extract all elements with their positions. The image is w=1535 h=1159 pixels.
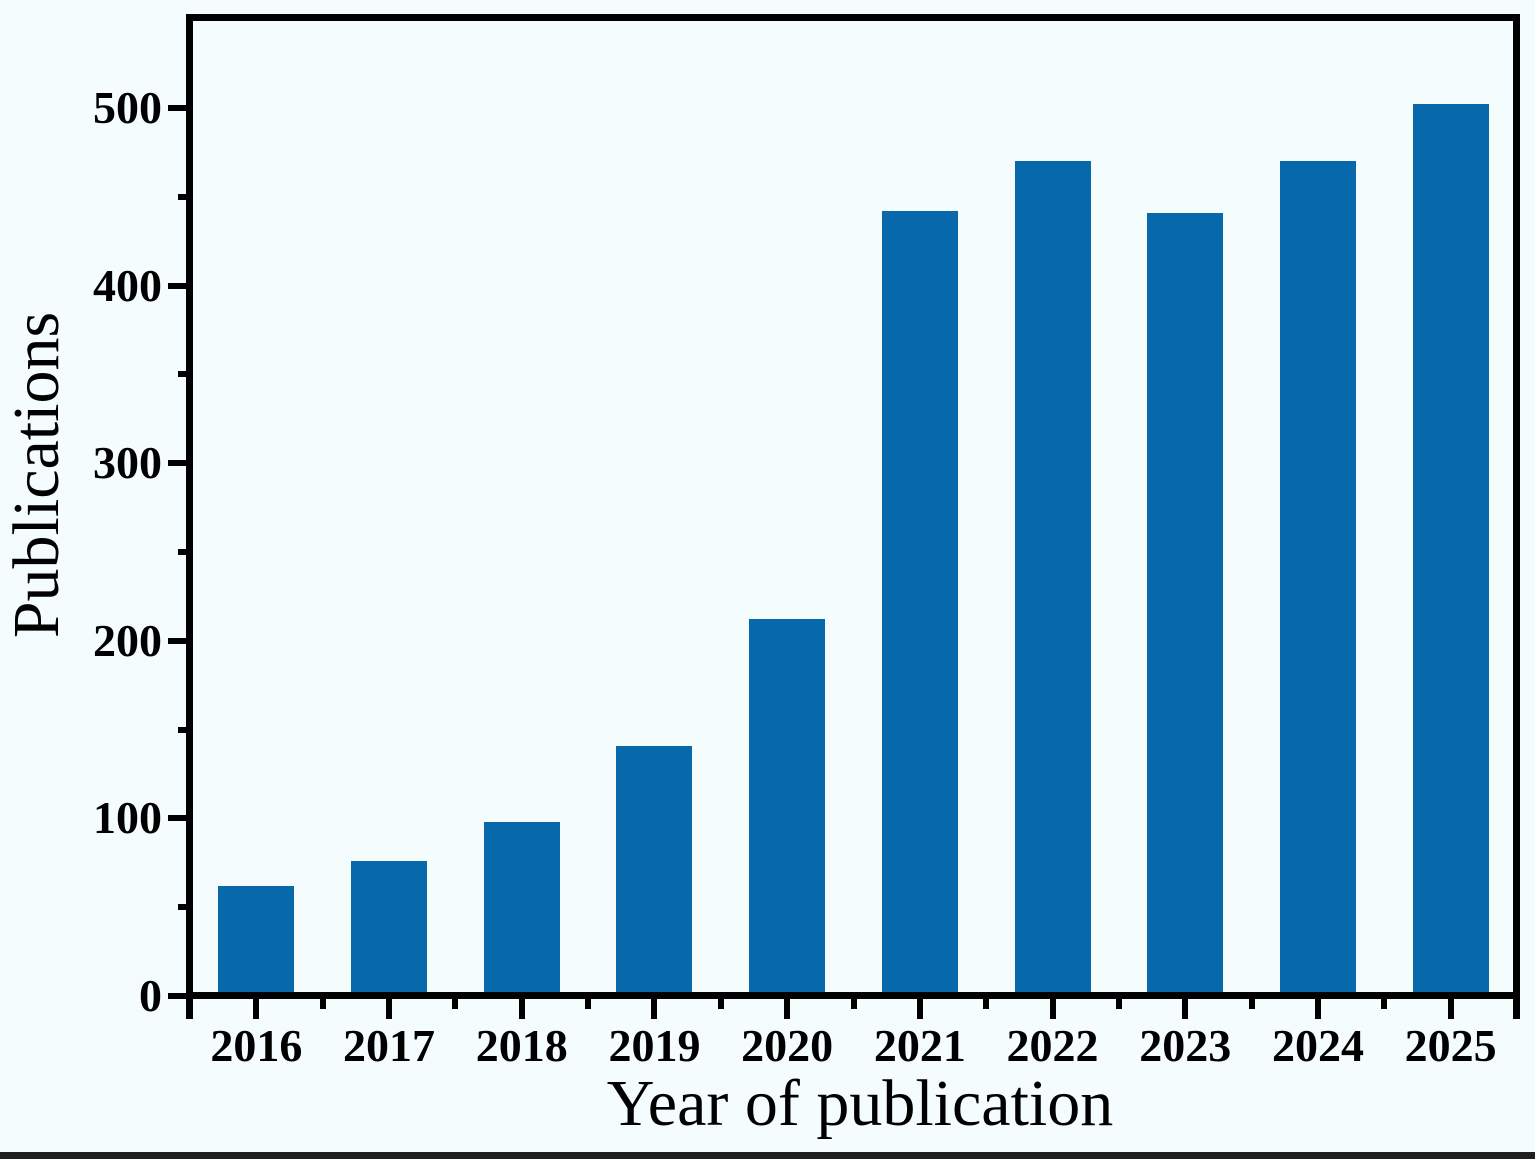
bar-2021 [881,211,958,996]
x-minor-tick [585,996,592,1009]
x-tick-label: 2023 [1139,1020,1232,1071]
bar-2022 [1014,161,1091,996]
x-tick-label: 2017 [343,1020,436,1071]
x-major-tick [518,996,525,1019]
x-minor-tick [319,996,326,1009]
x-minor-tick [1381,996,1388,1009]
x-minor-tick [452,996,459,1009]
y-major-tick [168,815,190,821]
x-minor-tick [983,996,990,1009]
y-minor-tick [178,727,190,733]
y-tick-label: 100 [93,792,162,843]
x-major-tick [1314,996,1321,1019]
x-minor-tick [717,996,724,1009]
bar-2025 [1412,104,1489,996]
y-tick-label: 200 [93,615,162,666]
bar-2018 [483,822,560,996]
y-major-tick [168,638,190,644]
x-major-tick [916,996,923,1019]
x-tick-label: 2020 [741,1020,834,1071]
x-major-tick [1447,996,1454,1019]
x-tick-label: 2019 [608,1020,701,1071]
x-major-tick [651,996,658,1019]
x-tick-label: 2024 [1271,1020,1364,1071]
x-minor-tick [1115,996,1122,1009]
x-tick-label: 2022 [1006,1020,1099,1071]
y-major-tick [168,283,190,289]
x-major-tick [386,996,393,1019]
y-major-tick [168,105,190,111]
bar-2016 [218,886,295,996]
x-minor-tick [850,996,857,1009]
x-major-tick [784,996,791,1019]
x-tick-label: 2016 [210,1020,303,1071]
y-tick-label: 400 [93,260,162,311]
x-major-tick [1049,996,1056,1019]
y-tick-label: 500 [93,82,162,133]
y-minor-tick [178,549,190,555]
x-tick-label: 2021 [873,1020,966,1071]
bar-2019 [616,746,693,996]
bar-2020 [749,619,826,996]
y-minor-tick [178,371,190,377]
x-axis-title: Year of publication [606,1067,1114,1140]
bar-2017 [351,861,428,996]
plot-area [186,14,1520,999]
x-minor-tick [1248,996,1255,1009]
y-major-tick [168,460,190,466]
y-minor-tick [178,904,190,910]
y-major-tick [168,993,190,999]
x-major-tick [1182,996,1189,1019]
y-tick-label: 300 [93,437,162,488]
y-minor-tick [178,194,190,200]
axis-corner-stub-right [1513,995,1520,1019]
bar-2024 [1279,161,1356,996]
x-tick-label: 2018 [475,1020,568,1071]
bottom-edge-artifact [0,1152,1535,1159]
x-tick-label: 2025 [1404,1020,1497,1071]
axis-corner-stub-left [186,995,193,1019]
bar-2023 [1147,213,1224,996]
x-major-tick [253,996,260,1019]
y-tick-label: 0 [139,970,162,1021]
